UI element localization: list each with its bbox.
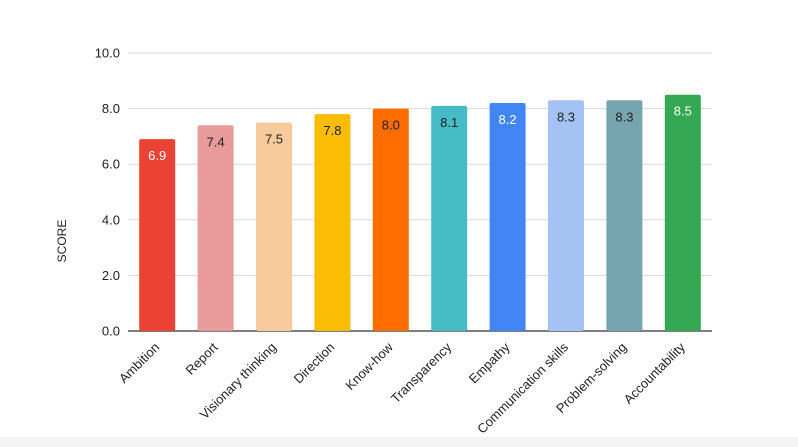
bar-accountability <box>664 94 701 331</box>
x-tick-label: Know-how <box>342 339 396 393</box>
y-axis-title: SCORE <box>55 220 69 263</box>
bar-transparency <box>431 105 468 331</box>
bar-know-how <box>372 108 409 331</box>
bar-problem-solving <box>606 100 643 331</box>
data-label: 6.9 <box>148 148 166 163</box>
y-tick-label: 2.0 <box>102 268 120 283</box>
x-tick-label: Ambition <box>116 340 162 386</box>
bars <box>139 94 701 331</box>
bar-direction <box>314 114 351 331</box>
bottom-edge <box>0 437 798 447</box>
x-tick-label: Report <box>183 339 221 377</box>
bar-visionary-thinking <box>256 122 292 331</box>
x-tick-label: Empathy <box>466 339 513 386</box>
bar-ambition <box>139 139 176 331</box>
data-labels: 6.9 7.4 7.5 7.8 8.0 8.1 8.2 8.3 8.3 8.5 <box>148 104 692 163</box>
data-label: 8.3 <box>615 109 633 124</box>
y-tick-label: 10.0 <box>95 46 120 61</box>
x-tick-label: Transparency <box>388 339 455 406</box>
data-label: 8.3 <box>557 109 575 124</box>
data-label: 7.5 <box>265 132 283 147</box>
y-tick-label: 4.0 <box>102 212 120 227</box>
data-label: 7.8 <box>323 123 341 138</box>
data-label: 8.5 <box>674 104 692 119</box>
bar-report <box>197 125 234 331</box>
y-tick-label: 6.0 <box>102 157 120 172</box>
x-tick-label: Accountability <box>621 339 689 407</box>
data-label: 7.4 <box>207 134 225 149</box>
bar-communication-skills <box>548 100 584 331</box>
y-axis-ticks: 0.0 2.0 4.0 6.0 8.0 10.0 <box>95 46 120 339</box>
bar-empathy <box>489 103 526 331</box>
x-tick-label: Direction <box>291 340 338 387</box>
data-label: 8.1 <box>440 115 458 130</box>
data-label: 8.2 <box>499 112 517 127</box>
y-tick-label: 0.0 <box>102 324 120 339</box>
y-tick-label: 8.0 <box>102 101 120 116</box>
data-label: 8.0 <box>382 118 400 133</box>
